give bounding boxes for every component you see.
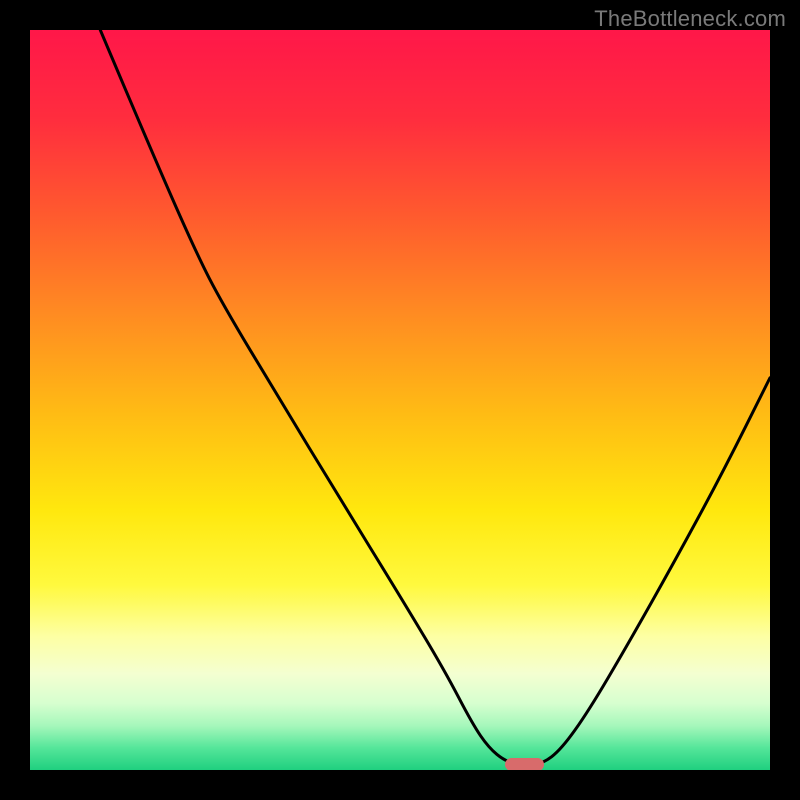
bottleneck-curve bbox=[30, 30, 770, 770]
watermark-text: TheBottleneck.com bbox=[594, 6, 786, 32]
optimal-marker bbox=[505, 758, 543, 770]
plot-area bbox=[30, 30, 770, 770]
chart-frame: TheBottleneck.com bbox=[0, 0, 800, 800]
